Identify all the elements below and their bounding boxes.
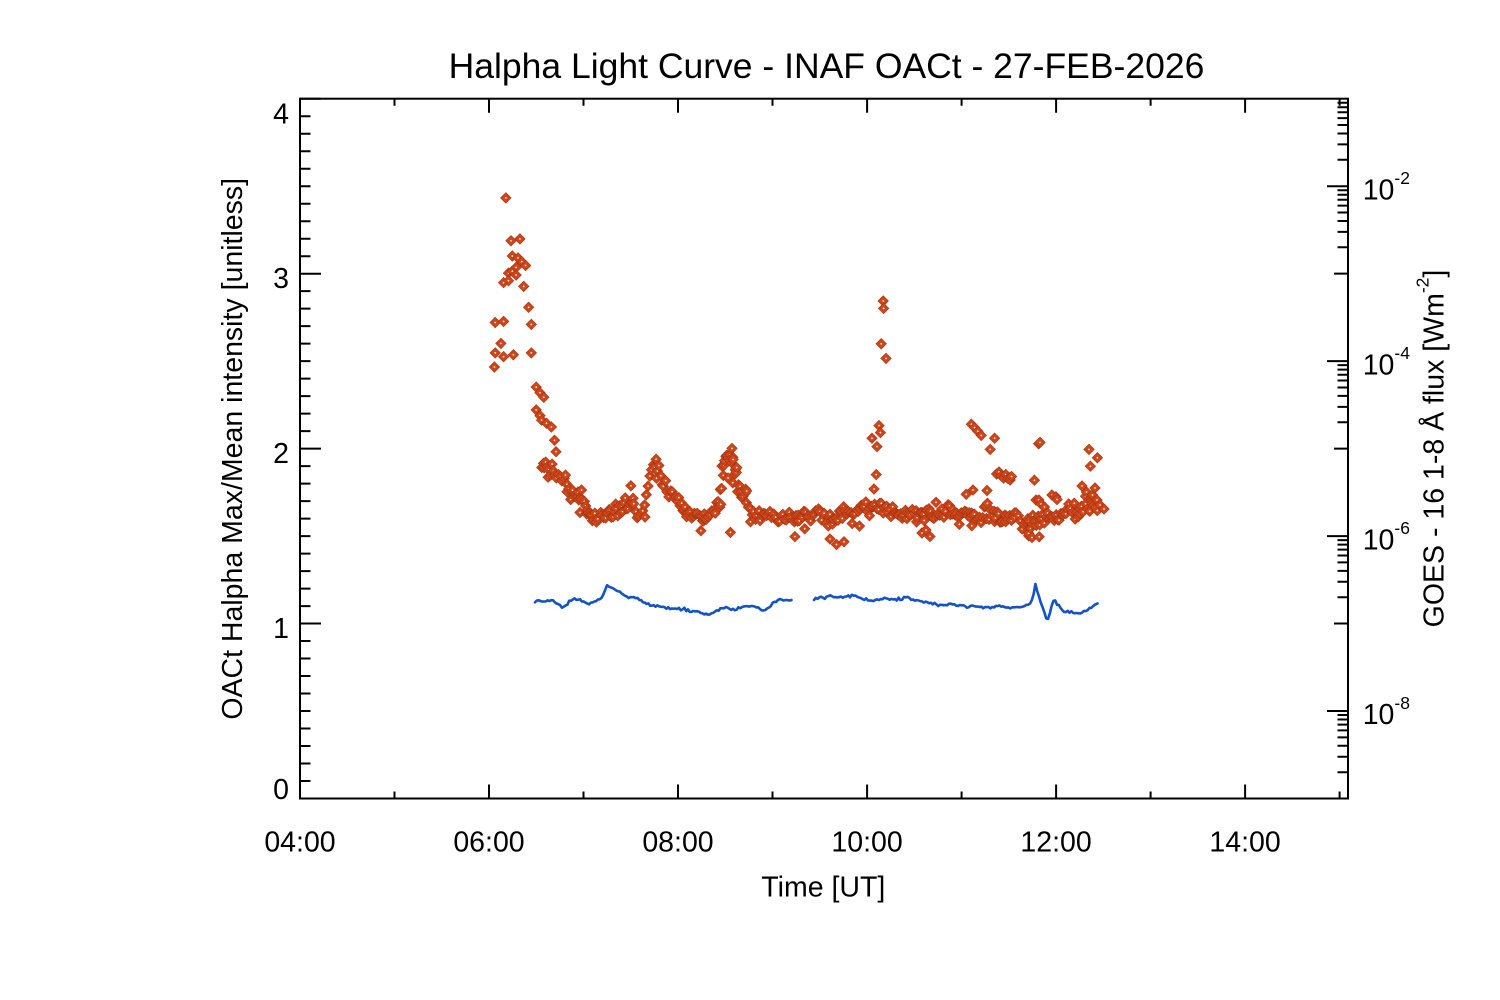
svg-text:14:00: 14:00: [1209, 827, 1280, 859]
svg-text:08:00: 08:00: [642, 827, 713, 859]
svg-text:Time [UT]: Time [UT]: [761, 872, 885, 904]
svg-text:3: 3: [273, 263, 289, 295]
svg-text:2: 2: [273, 438, 289, 470]
svg-text:10:00: 10:00: [831, 827, 902, 859]
svg-text:1: 1: [273, 613, 289, 645]
svg-text:06:00: 06:00: [453, 827, 524, 859]
svg-text:12:00: 12:00: [1020, 827, 1091, 859]
svg-text:0: 0: [273, 774, 289, 806]
svg-text:4: 4: [273, 99, 289, 131]
svg-text:OACt Halpha Max/Mean intensity: OACt Halpha Max/Mean intensity [unitless…: [217, 178, 249, 720]
svg-text:GOES - 16 1-8 Å flux [Wm-2]: GOES - 16 1-8 Å flux [Wm-2]: [1412, 270, 1450, 628]
svg-text:Halpha Light Curve - INAF OACt: Halpha Light Curve - INAF OACt - 27-FEB-…: [449, 46, 1205, 86]
svg-text:04:00: 04:00: [264, 827, 335, 859]
svg-text:10-2: 10-2: [1363, 168, 1410, 206]
